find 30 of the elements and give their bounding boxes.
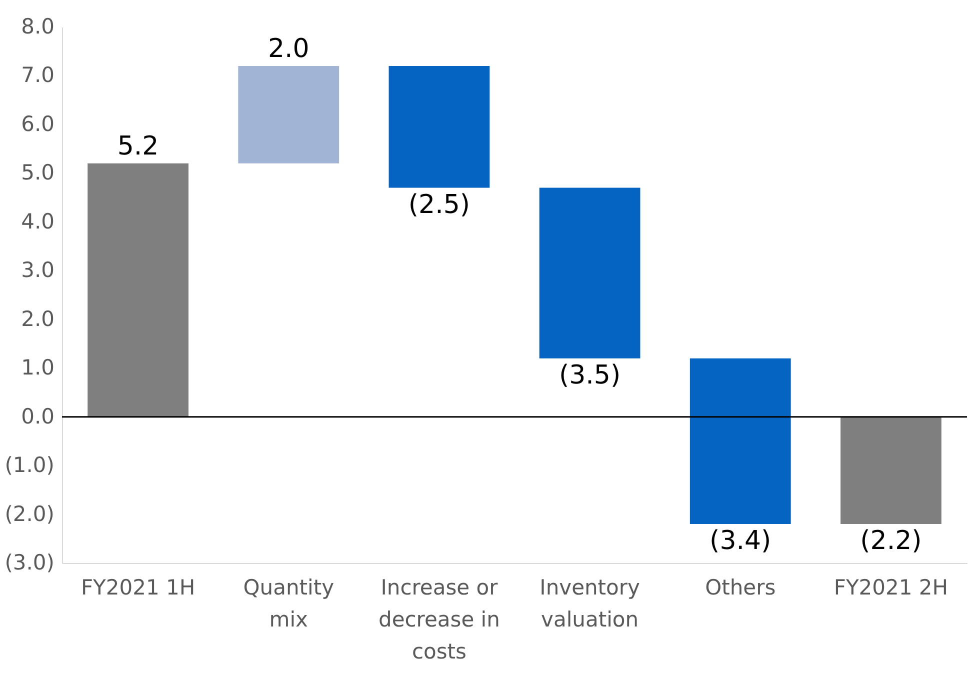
y-tick-label: 3.0 bbox=[21, 258, 54, 282]
x-tick-label: FY2021 2H bbox=[834, 576, 948, 600]
data-label: 5.2 bbox=[117, 131, 159, 162]
data-label: (3.5) bbox=[558, 360, 621, 390]
bar bbox=[388, 66, 490, 188]
data-label: (2.2) bbox=[860, 526, 922, 556]
bar bbox=[690, 358, 791, 524]
y-tick-label: (3.0) bbox=[4, 550, 54, 574]
y-tick-label: 1.0 bbox=[21, 356, 54, 380]
y-tick-label: 0.0 bbox=[21, 404, 54, 428]
x-tick-label: Increase or decrease in costs bbox=[378, 576, 500, 664]
x-tick-label: Others bbox=[705, 576, 776, 600]
x-tick-label: Inventory valuation bbox=[540, 576, 640, 632]
data-label: (3.4) bbox=[710, 526, 772, 556]
data-label: (2.5) bbox=[408, 190, 470, 220]
bar bbox=[238, 66, 340, 164]
bar bbox=[840, 416, 942, 524]
y-tick-label: 7.0 bbox=[21, 63, 54, 88]
y-tick-label: 2.0 bbox=[21, 306, 54, 331]
y-tick-label: 5.0 bbox=[21, 160, 54, 185]
y-tick-label: 6.0 bbox=[21, 112, 54, 136]
x-tick-label: Quantity mix bbox=[243, 576, 334, 632]
bar bbox=[539, 188, 640, 358]
y-tick-label: 8.0 bbox=[21, 14, 54, 38]
y-tick-label: 4.0 bbox=[21, 209, 54, 234]
data-label: 2.0 bbox=[268, 34, 310, 64]
y-tick-label: (2.0) bbox=[4, 502, 54, 526]
y-tick-label: (1.0) bbox=[4, 453, 54, 478]
bar bbox=[88, 163, 188, 417]
x-tick-label: FY2021 1H bbox=[80, 576, 196, 600]
